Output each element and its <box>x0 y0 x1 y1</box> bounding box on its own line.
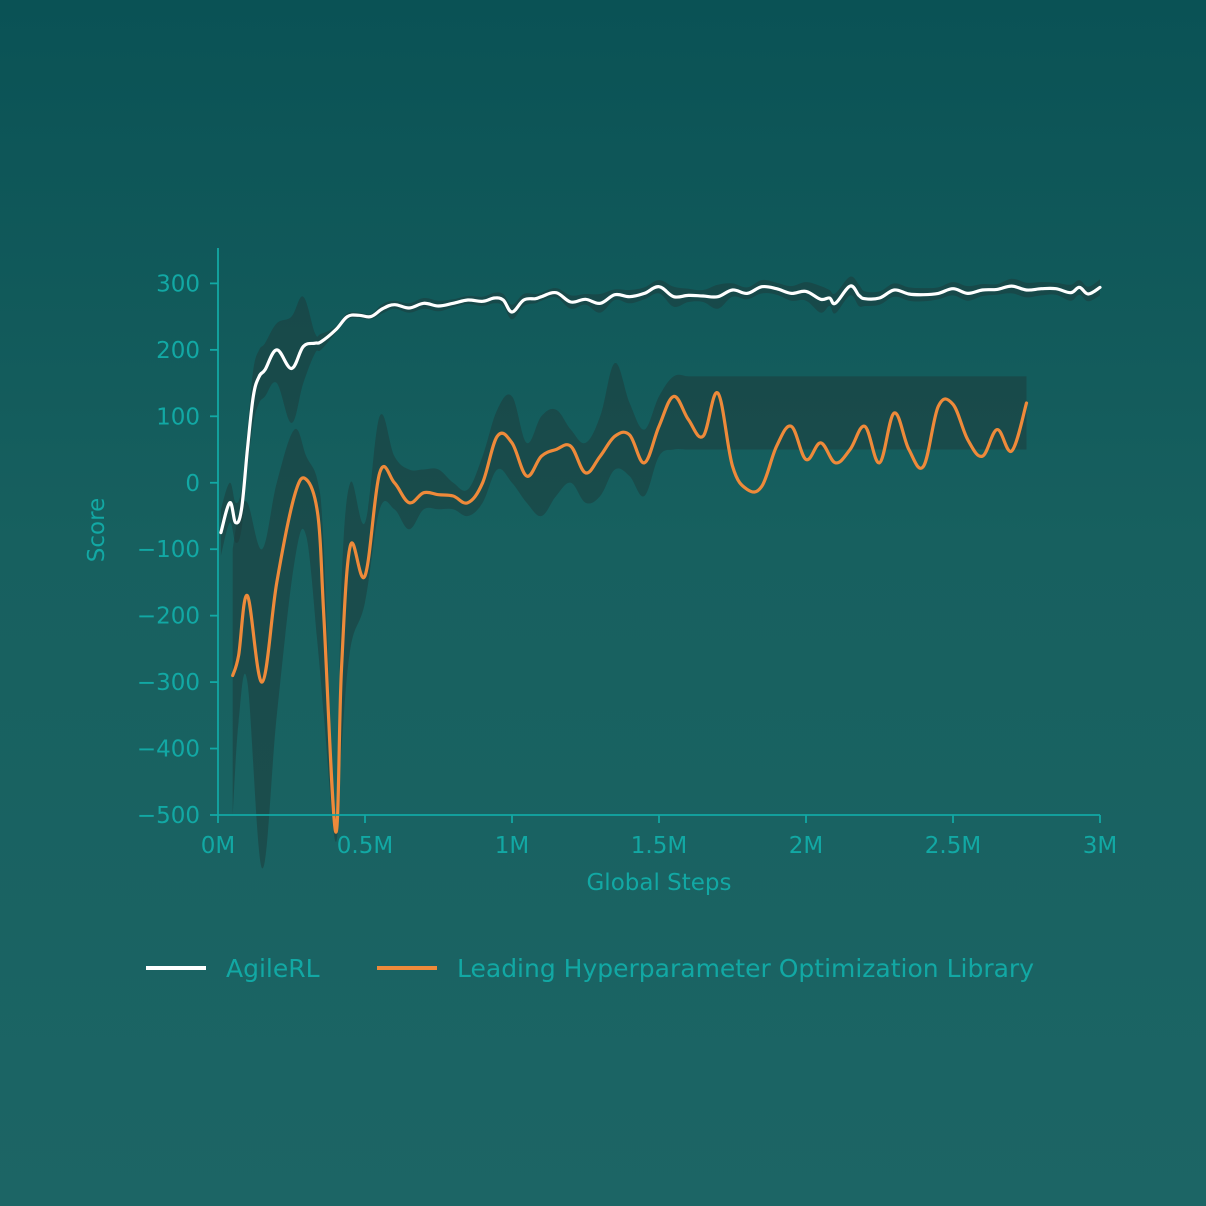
confidence-bands <box>220 276 1100 869</box>
x-tick-label: 0M <box>201 833 235 859</box>
y-tick-label: 0 <box>185 471 200 497</box>
y-tick-label: −500 <box>137 803 200 829</box>
axes: −500 −400 −300 −200 −100 0 100 200 300 0M 0.5M 1M 1… <box>137 248 1117 859</box>
series-line-agilerl <box>219 284 1102 535</box>
legend-item-leading: Leading Hyperparameter Optimization Libr… <box>377 954 1034 983</box>
x-tick-label: 1M <box>495 833 529 859</box>
x-axis-title: Global Steps <box>586 870 731 896</box>
y-tick-label: −300 <box>137 670 200 696</box>
x-axis-ticks: 0M 0.5M 1M 1.5M 2M 2.5M 3M <box>201 815 1117 859</box>
y-axis-title: Score <box>84 498 110 562</box>
x-tick-label: 2M <box>789 833 823 859</box>
series-lines <box>219 284 1102 834</box>
y-tick-label: −400 <box>137 737 200 763</box>
y-tick-label: 200 <box>156 338 200 364</box>
legend-label-leading: Leading Hyperparameter Optimization Libr… <box>457 954 1034 983</box>
x-tick-label: 0.5M <box>337 833 393 859</box>
y-tick-label: 100 <box>156 404 200 430</box>
y-tick-label: 300 <box>156 271 200 297</box>
y-tick-label: −200 <box>137 604 200 630</box>
legend: AgileRL Leading Hyperparameter Optimizat… <box>146 954 1034 983</box>
confidence-band-leading <box>232 362 1027 869</box>
series-line-leading <box>231 391 1029 834</box>
x-tick-label: 1.5M <box>631 833 687 859</box>
x-tick-label: 2.5M <box>925 833 981 859</box>
y-axis-ticks: −500 −400 −300 −200 −100 0 100 200 300 <box>137 271 218 829</box>
legend-label-agilerl: AgileRL <box>226 954 320 983</box>
y-tick-label: −100 <box>137 537 200 563</box>
legend-item-agilerl: AgileRL <box>146 954 320 983</box>
x-tick-label: 3M <box>1083 833 1117 859</box>
